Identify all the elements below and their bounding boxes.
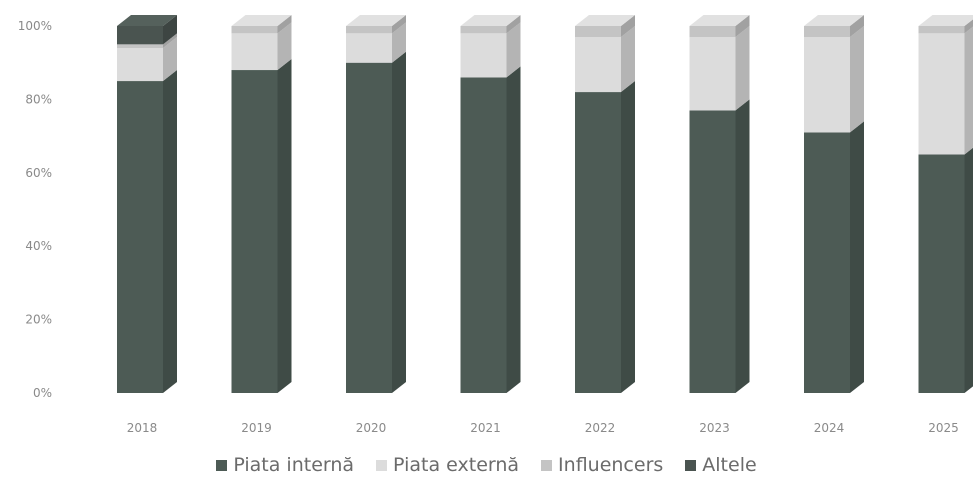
bar-segment-side — [621, 15, 635, 38]
y-tick-label: 100% — [18, 19, 52, 33]
bar-top — [918, 15, 973, 26]
bar-top — [346, 15, 406, 26]
bar-segment — [117, 44, 163, 49]
bar-segment-side — [964, 26, 973, 155]
bar-top — [460, 15, 521, 26]
y-tick-label: 40% — [25, 239, 52, 253]
bar-segment-side — [735, 99, 750, 393]
y-tick-label: 20% — [25, 313, 52, 327]
bar-segment-side — [735, 15, 750, 38]
legend-label: Altele — [702, 454, 757, 476]
bar-segment-side — [163, 70, 177, 394]
bar-segment — [918, 26, 965, 34]
bar-top — [231, 15, 292, 26]
bar-segment — [918, 33, 965, 155]
bar-segment — [575, 26, 621, 38]
y-tick-label: 0% — [33, 386, 52, 400]
bar-segment — [460, 26, 507, 34]
bar-column-2025 — [918, 15, 973, 393]
bar-segment — [231, 26, 278, 34]
bar-segment-side — [392, 22, 406, 63]
bar-segment-side — [163, 37, 177, 82]
bar-segment-side — [506, 15, 521, 34]
bar-segment — [689, 26, 736, 38]
bar-segment — [689, 37, 736, 111]
bar-segment — [460, 77, 507, 393]
bar-segment — [575, 37, 621, 93]
bars — [117, 15, 973, 394]
bar-segment — [804, 132, 850, 393]
x-tick-label: 2020 — [356, 421, 387, 435]
bar-segment — [231, 33, 278, 71]
bar-segment-side — [392, 15, 406, 34]
bar-segment-side — [277, 15, 292, 34]
legend-label: Influencers — [558, 454, 664, 476]
bar-segment-side — [163, 33, 177, 49]
x-tick-label: 2024 — [814, 421, 845, 435]
x-tick-label: 2025 — [928, 421, 959, 435]
bar-segment — [346, 26, 392, 34]
x-tick-label: 2021 — [470, 421, 501, 435]
x-tick-label: 2023 — [699, 421, 730, 435]
legend-item: Influencers — [541, 454, 663, 476]
bar-column-2019 — [231, 15, 292, 393]
bar-segment-side — [277, 59, 292, 393]
legend-swatch — [541, 459, 553, 471]
y-axis: 0% 20% 40% 60% 80% 100% — [18, 19, 52, 400]
bar-segment — [117, 81, 163, 394]
x-tick-label: 2019 — [241, 421, 272, 435]
bar-segment — [346, 33, 392, 63]
bar-column-2023 — [689, 15, 750, 393]
bar-segment-side — [850, 121, 864, 394]
bar-segment-side — [506, 66, 521, 393]
bar-segment — [689, 110, 736, 393]
bar-segment-side — [621, 26, 635, 93]
bar-segment-side — [506, 22, 521, 78]
bar-segment — [346, 62, 392, 393]
bar-column-2020 — [346, 15, 406, 393]
bar-column-2024 — [804, 15, 864, 394]
bar-segment-side — [850, 26, 864, 133]
bar-segment-side — [163, 15, 177, 45]
legend-swatch — [685, 459, 697, 471]
bar-segment-side — [964, 147, 973, 393]
legend-label: Piata internă — [233, 454, 355, 476]
legend-swatch — [376, 459, 388, 471]
legend-item: Altele — [685, 454, 757, 476]
bar-column-2018 — [117, 15, 177, 394]
bar-segment — [117, 26, 163, 45]
bar-segment — [804, 37, 850, 133]
bar-top — [804, 15, 864, 26]
bar-segment — [918, 154, 965, 393]
x-tick-label: 2022 — [585, 421, 616, 435]
bar-column-2022 — [575, 15, 635, 393]
bar-segment — [117, 48, 163, 82]
legend: Piata internă Piata externă Influencers Alt… — [0, 454, 973, 476]
y-tick-label: 60% — [25, 166, 52, 180]
y-tick-label: 80% — [25, 92, 52, 106]
x-axis: 2018 2019 2020 2021 2022 2023 2024 2025 — [127, 421, 959, 435]
legend-swatch — [216, 459, 228, 471]
bar-top — [575, 15, 635, 26]
bar-segment — [460, 33, 507, 78]
bar-top — [117, 15, 177, 26]
bar-segment — [804, 26, 850, 38]
bar-segment-side — [621, 81, 635, 393]
x-tick-label: 2018 — [127, 421, 158, 435]
bar-segment — [575, 92, 621, 393]
bar-segment-side — [964, 19, 973, 34]
bar-segment-side — [850, 15, 864, 38]
bar-segment-side — [735, 26, 750, 111]
bar-segment — [231, 70, 278, 393]
bar-segment-side — [277, 22, 292, 71]
bar-segment-side — [392, 51, 406, 393]
legend-item: Piata internă — [216, 454, 354, 476]
bar-column-2021 — [460, 15, 521, 393]
legend-label: Piata externă — [393, 454, 520, 476]
bar-top — [689, 15, 750, 26]
legend-item: Piata externă — [376, 454, 519, 476]
